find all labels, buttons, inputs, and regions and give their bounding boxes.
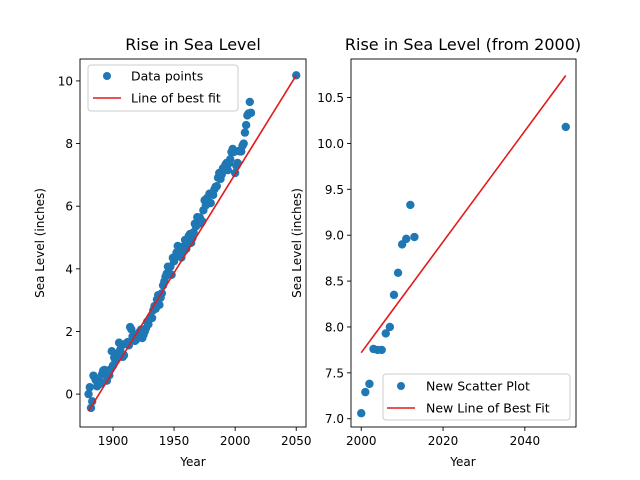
left-data-point: [147, 313, 157, 323]
left-data-point: [206, 198, 215, 208]
left-data-point: [245, 97, 255, 107]
left-data-point: [85, 383, 94, 392]
left-x-tick-label: 1950: [159, 434, 190, 448]
right-chart-title: Rise in Sea Level (from 2000): [345, 35, 581, 54]
left-legend-marker-data-points: [103, 72, 111, 80]
right-plot-area: 2000 2020 2040 7.0 7.5 8.0 8.5 9.0 9.5 10.0 10.5: [317, 58, 577, 448]
right-y-tick-label: 10.5: [317, 91, 344, 105]
right-chart: Rise in Sea Level (from 2000) 2000 2020 20…: [290, 35, 581, 469]
right-data-point: [389, 290, 399, 300]
right-y-tick-label: 8.5: [325, 275, 344, 289]
right-data-point: [357, 409, 366, 418]
left-data-point: [226, 155, 235, 164]
right-best-fit-line: [360, 75, 567, 354]
left-y-tick-label: 4: [65, 262, 73, 276]
right-data-point: [561, 122, 570, 132]
left-legend: Data points Line of best fit: [87, 64, 239, 112]
right-data-point: [393, 268, 403, 278]
right-data-point: [361, 387, 370, 397]
left-legend-label-best-fit: Line of best fit: [131, 91, 221, 106]
right-legend-marker-new-scatter: [397, 382, 405, 390]
left-data-point: [240, 128, 250, 137]
right-y-tick-label: 8.0: [325, 320, 344, 334]
right-x-tick-label: 2040: [510, 434, 541, 448]
left-data-point: [233, 158, 242, 168]
left-data-point: [246, 108, 256, 118]
right-y-tick-label: 7.5: [325, 366, 344, 380]
right-legend-label-new-scatter: New Scatter Plot: [426, 379, 530, 394]
left-y-tick-label: 0: [65, 388, 73, 402]
left-legend-label-data-points: Data points: [131, 69, 203, 84]
left-y-axis-label: Sea Level (inches): [33, 188, 47, 298]
right-legend-label-new-best-fit: New Line of Best Fit: [426, 401, 550, 416]
left-x-tick-label: 2050: [281, 434, 312, 448]
right-x-tick-label: 2020: [428, 434, 459, 448]
right-data-point: [385, 322, 395, 332]
right-data-point: [402, 234, 411, 244]
left-data-point: [84, 389, 93, 399]
right-data-point: [406, 200, 415, 210]
right-y-tick-label: 7.0: [325, 412, 344, 426]
left-chart: Rise in Sea Level 1900 1950 2000 2050024681…: [33, 35, 312, 469]
left-x-tick-label: 1900: [98, 434, 129, 448]
right-data-point: [381, 329, 390, 338]
left-y-tick-label: 2: [65, 325, 73, 339]
right-x-axis-label: Year: [449, 455, 475, 469]
left-y-tick-label: 6: [65, 200, 73, 214]
left-best-fit-line: [87, 74, 297, 412]
left-data-point: [155, 300, 164, 310]
left-data-point: [212, 181, 222, 191]
left-y-tick-label: 8: [65, 137, 73, 151]
right-data-point: [377, 345, 386, 355]
right-y-tick-label: 9.5: [325, 183, 344, 197]
right-legend: New Scatter Plot New Line of Best Fit: [382, 373, 571, 421]
right-legend-box: [382, 373, 571, 421]
left-legend-box: [87, 64, 239, 112]
right-y-tick-label: 9.0: [325, 229, 344, 243]
left-data-point: [223, 165, 233, 175]
right-axes-frame: [350, 58, 577, 428]
left-data-point: [88, 397, 97, 406]
left-data-point: [239, 139, 248, 148]
left-x-tick-label: 2000: [220, 434, 251, 448]
left-y-tick-label: 10: [58, 74, 73, 88]
left-axes-frame: [79, 58, 307, 428]
left-plot-area: 1900 1950 2000 2050 0 2 4 6 8 10: [58, 58, 312, 448]
right-y-tick-label: 10.0: [317, 137, 344, 151]
left-data-point: [241, 120, 251, 130]
left-x-axis-label: Year: [179, 455, 205, 469]
left-chart-title: Rise in Sea Level: [125, 35, 261, 54]
right-x-tick-label: 2000: [346, 434, 377, 448]
right-data-point: [410, 232, 419, 242]
right-y-axis-label: Sea Level (inches): [290, 188, 304, 298]
right-data-point: [365, 379, 374, 389]
